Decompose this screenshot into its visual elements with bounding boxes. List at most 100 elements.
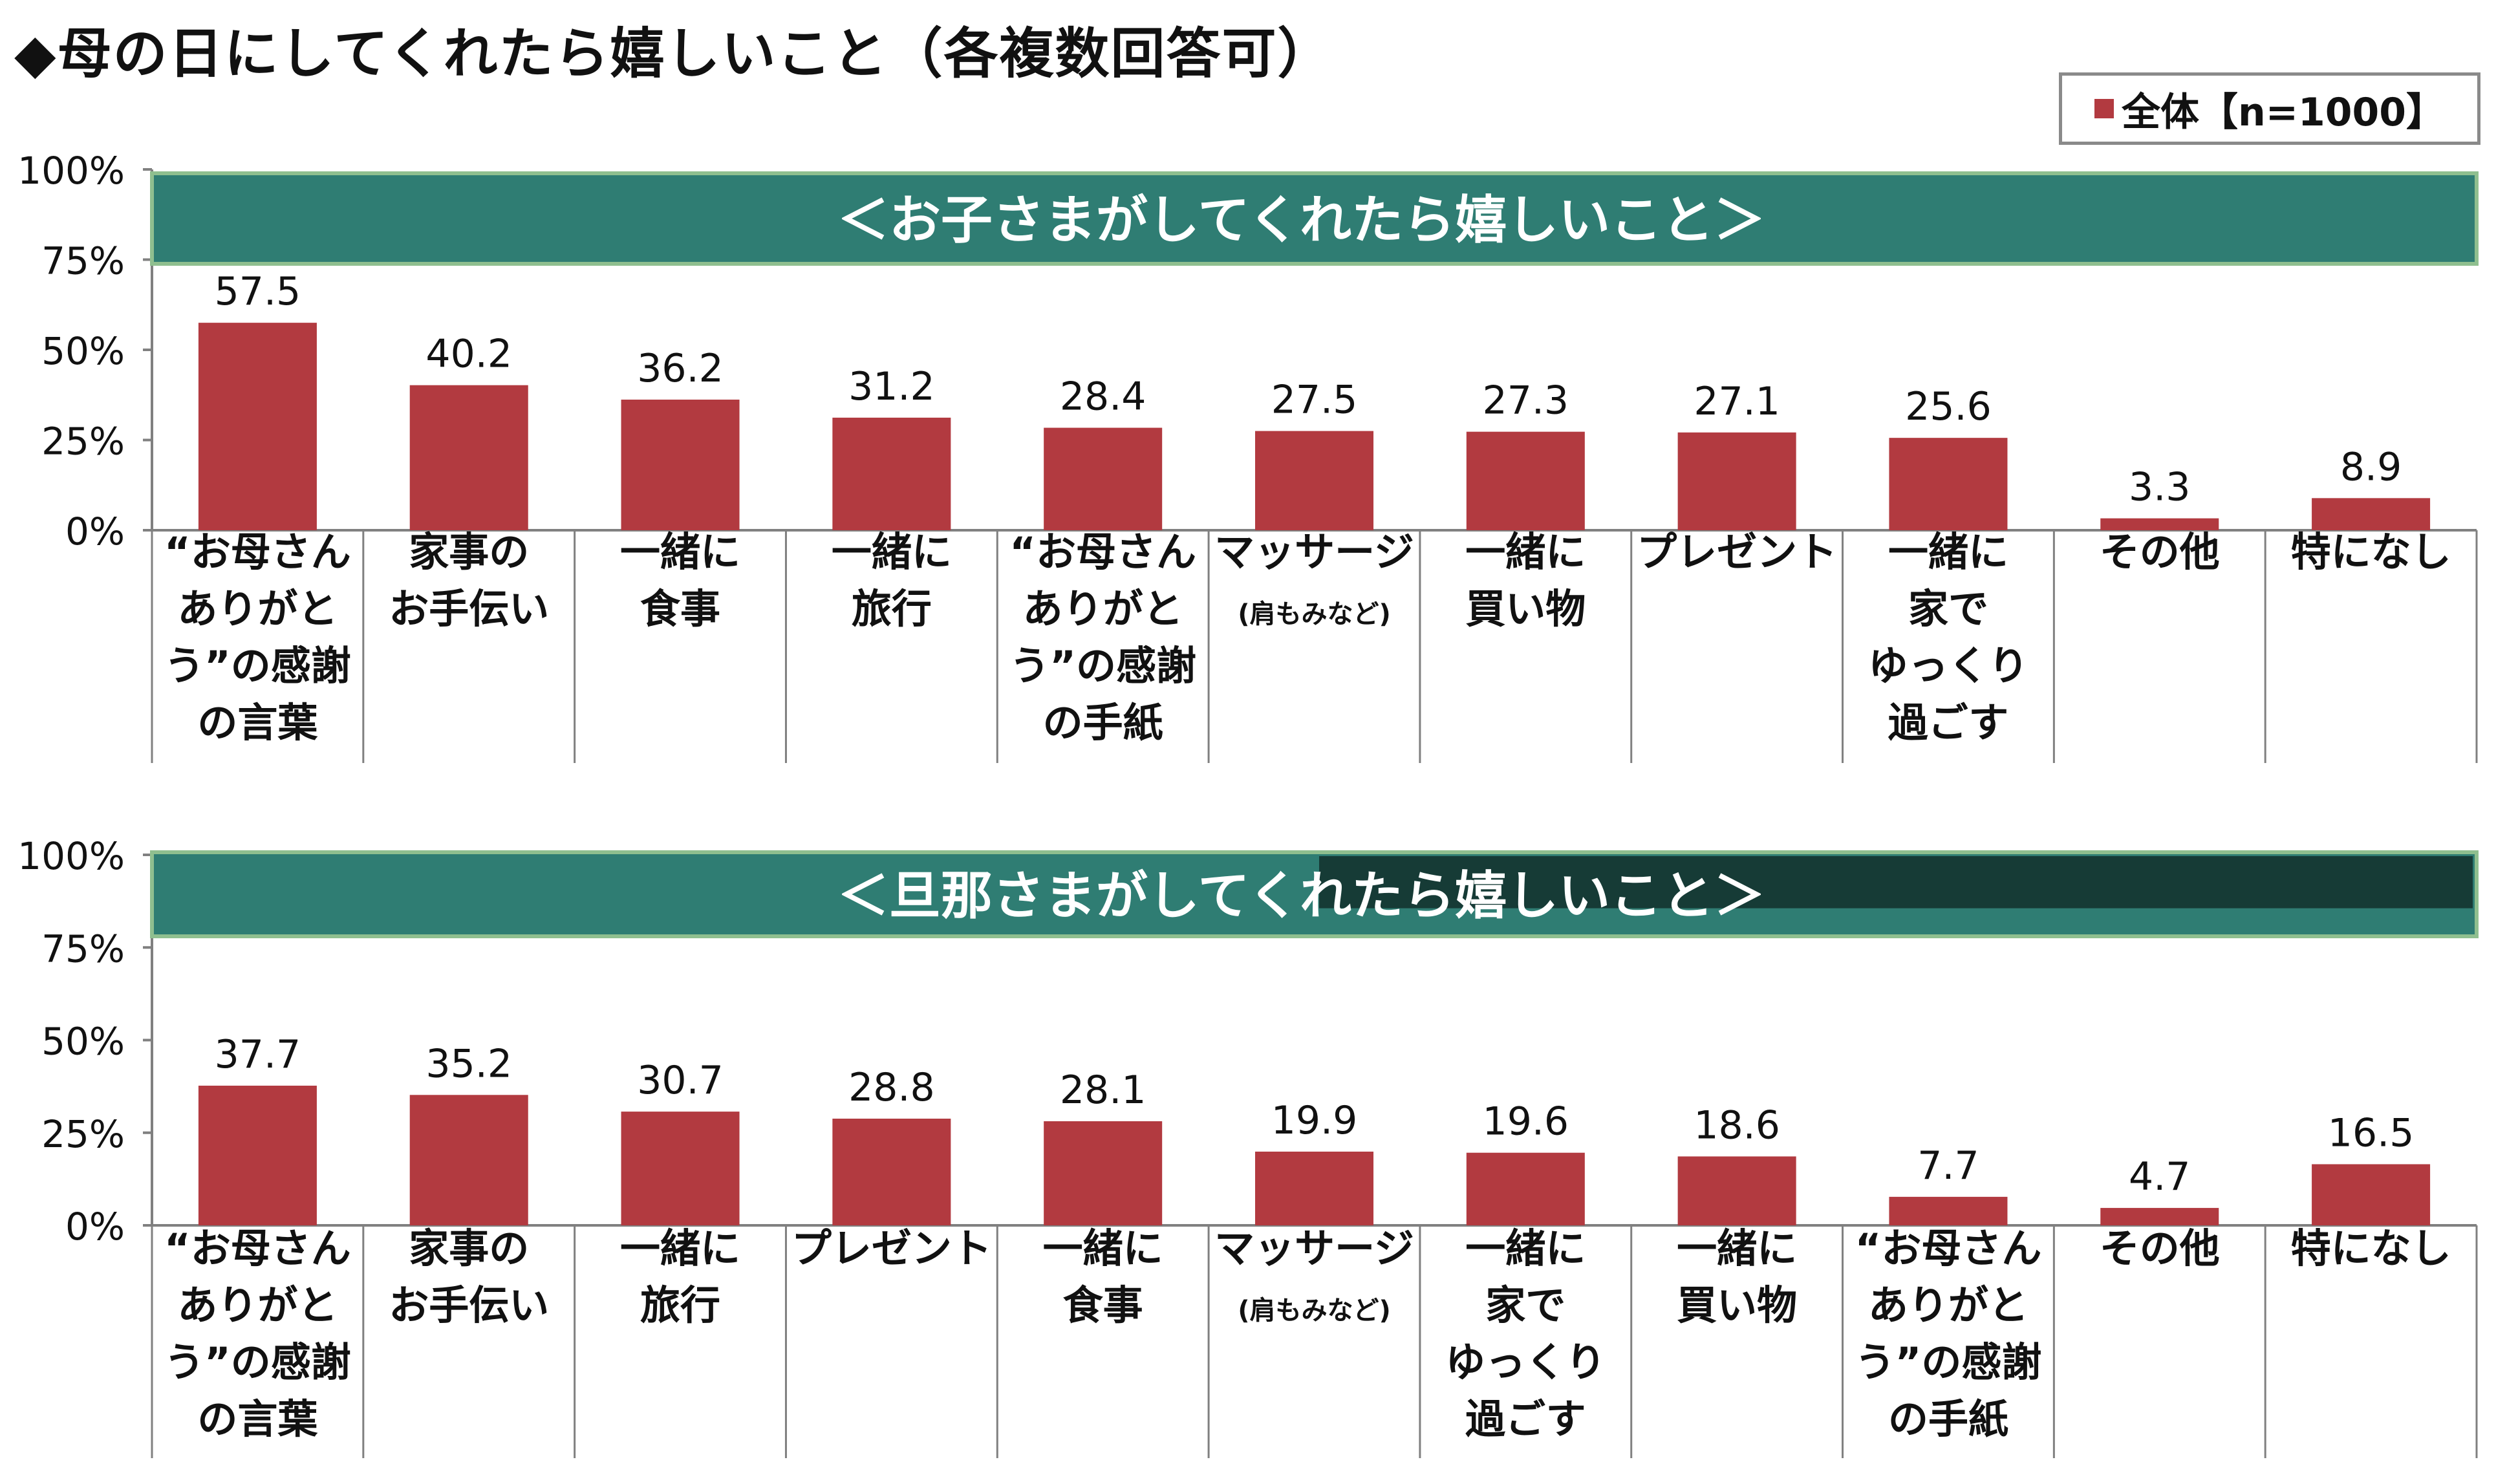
bar [1677, 432, 1796, 530]
bar [621, 1112, 740, 1225]
bar [1889, 438, 2008, 530]
page-title: ◆母の日にしてくれたら嬉しいこと（各複数回答可） [14, 22, 1333, 85]
data-label: 57.5 [215, 269, 301, 314]
bar [1466, 1152, 1585, 1225]
bar [1044, 1121, 1163, 1225]
data-label: 28.4 [1060, 374, 1146, 420]
section-title: ＜お子さまがしてくれたら嬉しいこと＞ [837, 190, 1765, 250]
data-label: 4.7 [2129, 1154, 2190, 1199]
category-label: 過ごす [1888, 699, 2009, 746]
category-label: その他 [2100, 1225, 2220, 1272]
bar [2312, 1164, 2431, 1225]
data-label: 19.9 [1271, 1098, 1358, 1143]
category-label: “お母さん [1009, 528, 1196, 575]
category-label: マッサージ [1214, 528, 1414, 575]
category-label: 一緒に [1677, 1225, 1797, 1272]
category-label: 旅行 [852, 585, 932, 632]
category-label: プレゼント [1637, 528, 1837, 575]
data-label: 30.7 [637, 1058, 724, 1103]
category-label: 一緒に [620, 528, 740, 575]
category-label: 家事の [409, 1225, 529, 1272]
category-label: “お母さん [164, 528, 351, 575]
category-label: 家で [1908, 585, 1988, 632]
category-label: ありがと [177, 585, 338, 632]
bar [1677, 1156, 1796, 1225]
category-label: (肩もみなど) [1238, 1296, 1391, 1326]
y-tick-label: 50% [41, 329, 125, 373]
category-label: う”の感謝 [164, 642, 351, 689]
category-label: う”の感謝 [164, 1339, 351, 1386]
category-label: 買い物 [1677, 1282, 1797, 1329]
category-label: 一緒に [620, 1225, 740, 1272]
data-label: 37.7 [215, 1032, 301, 1077]
data-label: 8.9 [2340, 444, 2402, 489]
y-tick-label: 0% [65, 510, 125, 554]
category-label: 一緒に [832, 528, 952, 575]
bar [1466, 431, 1585, 530]
bar [409, 385, 528, 530]
data-label: 19.6 [1483, 1099, 1569, 1145]
category-label: 食事 [640, 585, 720, 632]
y-tick-label: 50% [41, 1020, 125, 1064]
category-label: 一緒に [1888, 528, 2008, 575]
category-label: お手伝い [389, 585, 549, 632]
category-label: の手紙 [1888, 1395, 2008, 1443]
bar [2312, 498, 2431, 530]
category-label: その他 [2100, 528, 2220, 575]
category-label: 家事の [409, 528, 529, 575]
data-label: 36.2 [637, 346, 724, 391]
category-label: 一緒に [1465, 528, 1586, 575]
data-label: 27.5 [1271, 378, 1358, 423]
y-tick-label: 75% [41, 927, 125, 971]
category-label: 一緒に [1465, 1225, 1586, 1272]
data-label: 3.3 [2129, 465, 2190, 510]
bar [2100, 1208, 2219, 1225]
bar [198, 1085, 317, 1225]
y-tick-label: 25% [41, 420, 125, 464]
category-label: 特になし [2291, 1225, 2451, 1272]
legend: 全体【n=1000】 [2059, 72, 2480, 145]
data-label: 16.5 [2328, 1110, 2415, 1156]
category-label: ありがと [177, 1282, 338, 1329]
category-label: (肩もみなど) [1238, 599, 1391, 629]
category-label: う”の感謝 [1009, 642, 1196, 689]
data-label: 18.6 [1694, 1102, 1780, 1148]
y-tick-label: 100% [17, 149, 125, 193]
category-label: 旅行 [640, 1282, 720, 1329]
data-label: 35.2 [425, 1041, 512, 1086]
category-label: プレゼント [791, 1225, 992, 1272]
category-label: の手紙 [1043, 699, 1163, 746]
category-label: の言葉 [197, 1395, 318, 1443]
bar [1889, 1196, 2008, 1225]
category-label: ゆっくり [1868, 642, 2028, 689]
category-label: ゆっくり [1445, 1339, 1606, 1386]
category-label: お手伝い [389, 1282, 549, 1329]
category-label: ありがと [1868, 1282, 2028, 1329]
category-label: 食事 [1063, 1282, 1143, 1329]
category-label: 一緒に [1043, 1225, 1163, 1272]
category-label: “お母さん [164, 1225, 351, 1272]
legend-label: 全体【n=1000】 [2122, 89, 2445, 135]
y-tick-label: 25% [41, 1112, 125, 1156]
category-label: 過ごす [1465, 1395, 1586, 1443]
bar [1044, 427, 1163, 530]
legend-swatch-icon [2094, 99, 2114, 118]
bar [1254, 431, 1374, 530]
bar [621, 400, 740, 530]
bar [409, 1095, 528, 1225]
data-label: 28.8 [848, 1065, 935, 1110]
category-label: の言葉 [197, 699, 318, 746]
bar [198, 323, 317, 530]
data-label: 27.3 [1483, 378, 1569, 424]
bar [1254, 1151, 1374, 1225]
y-tick-label: 0% [65, 1205, 125, 1249]
data-label: 25.6 [1905, 384, 1992, 429]
data-label: 40.2 [425, 332, 512, 377]
data-label: 27.1 [1694, 379, 1780, 424]
category-label: ありがと [1023, 585, 1183, 632]
bar [832, 1118, 951, 1225]
category-label: 買い物 [1465, 585, 1586, 632]
category-label: “お母さん [1855, 1225, 2042, 1272]
bar [832, 417, 951, 530]
